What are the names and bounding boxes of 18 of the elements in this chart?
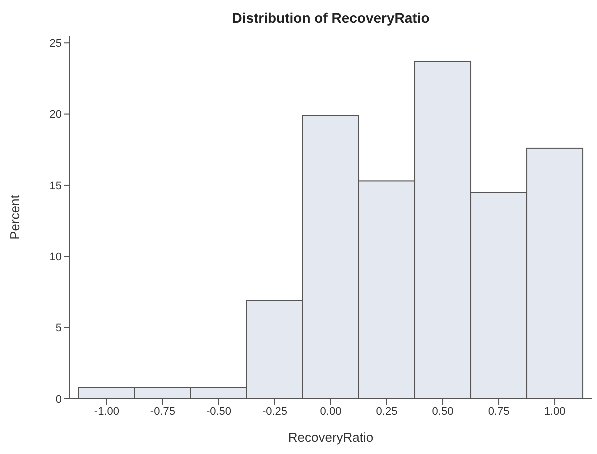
x-axis-title: RecoveryRatio [288,430,374,445]
y-axis-title: Percent [8,194,23,240]
chart-title: Distribution of RecoveryRatio [231,10,431,26]
y-tick-label: 0 [56,394,62,406]
y-tick-label: 25 [50,38,62,50]
y-tick-label: 20 [50,109,62,122]
x-tick-label: 0.75 [488,406,510,418]
y-tick-label: 15 [50,180,62,192]
x-tick-label: -0.75 [150,406,176,418]
x-tick-label: 0.50 [432,406,454,418]
x-tick-label: -1.00 [94,406,120,418]
x-tick-label: 0.25 [376,406,398,418]
x-tick-label: 1.00 [544,406,566,418]
x-tick-label: -0.50 [206,406,232,418]
x-tick-label: 0.00 [320,406,342,418]
y-tick-label: 5 [56,322,62,335]
y-tick-label: 10 [50,252,62,264]
x-tick-label: -0.25 [262,406,288,418]
